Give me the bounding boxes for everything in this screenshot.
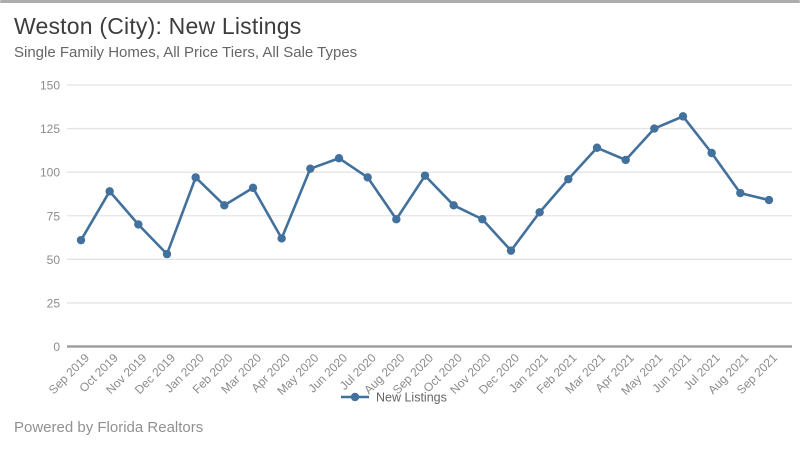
data-point[interactable] xyxy=(736,188,745,198)
data-point[interactable] xyxy=(76,235,86,245)
y-tick-label: 150 xyxy=(40,79,60,93)
data-point[interactable] xyxy=(306,164,315,173)
y-tick-label: 0 xyxy=(53,340,60,354)
data-point[interactable] xyxy=(707,148,716,158)
data-point[interactable] xyxy=(392,215,401,224)
data-point[interactable] xyxy=(334,154,344,163)
widget-top-border xyxy=(0,0,800,3)
y-tick-label: 100 xyxy=(40,166,60,180)
series-line xyxy=(79,115,770,256)
data-point[interactable] xyxy=(678,112,688,121)
data-point[interactable] xyxy=(764,195,774,205)
legend-label: New Listings xyxy=(376,391,447,405)
data-point[interactable] xyxy=(134,220,143,229)
data-point[interactable] xyxy=(621,155,630,165)
data-point[interactable] xyxy=(478,215,487,224)
data-point[interactable] xyxy=(162,249,172,259)
y-tick-label: 75 xyxy=(47,209,61,223)
y-tick-label: 25 xyxy=(47,296,61,310)
y-tick-label: 125 xyxy=(40,122,60,136)
chart-header: Weston (City): New Listings Single Famil… xyxy=(14,13,786,61)
data-point[interactable] xyxy=(105,187,114,196)
data-point[interactable] xyxy=(592,143,602,152)
line-chart: 0 25 50 75 100 125 150 Sep 2019 Oct 2019 Nov 2019… xyxy=(0,72,800,417)
data-point[interactable] xyxy=(363,173,372,182)
data-point[interactable] xyxy=(564,174,573,184)
y-tick-label: 50 xyxy=(47,253,61,267)
chart-subtitle: Single Family Homes, All Price Tiers, Al… xyxy=(14,44,358,61)
footer-attribution: Powered by Florida Realtors xyxy=(14,419,203,436)
legend-item[interactable]: New Listings xyxy=(341,391,447,405)
chart-title: Weston (City): New Listings xyxy=(14,13,302,39)
data-point[interactable] xyxy=(248,183,258,193)
data-point[interactable] xyxy=(420,171,430,180)
data-point[interactable] xyxy=(449,201,458,210)
legend-marker-dot xyxy=(350,392,360,402)
data-point[interactable] xyxy=(277,234,286,243)
data-point[interactable] xyxy=(191,173,200,182)
data-point[interactable] xyxy=(650,124,659,133)
data-point[interactable] xyxy=(506,246,516,255)
data-point[interactable] xyxy=(535,208,544,217)
footer-attribution-text: Powered by Florida Realtors xyxy=(14,419,204,436)
data-point[interactable] xyxy=(220,201,229,210)
